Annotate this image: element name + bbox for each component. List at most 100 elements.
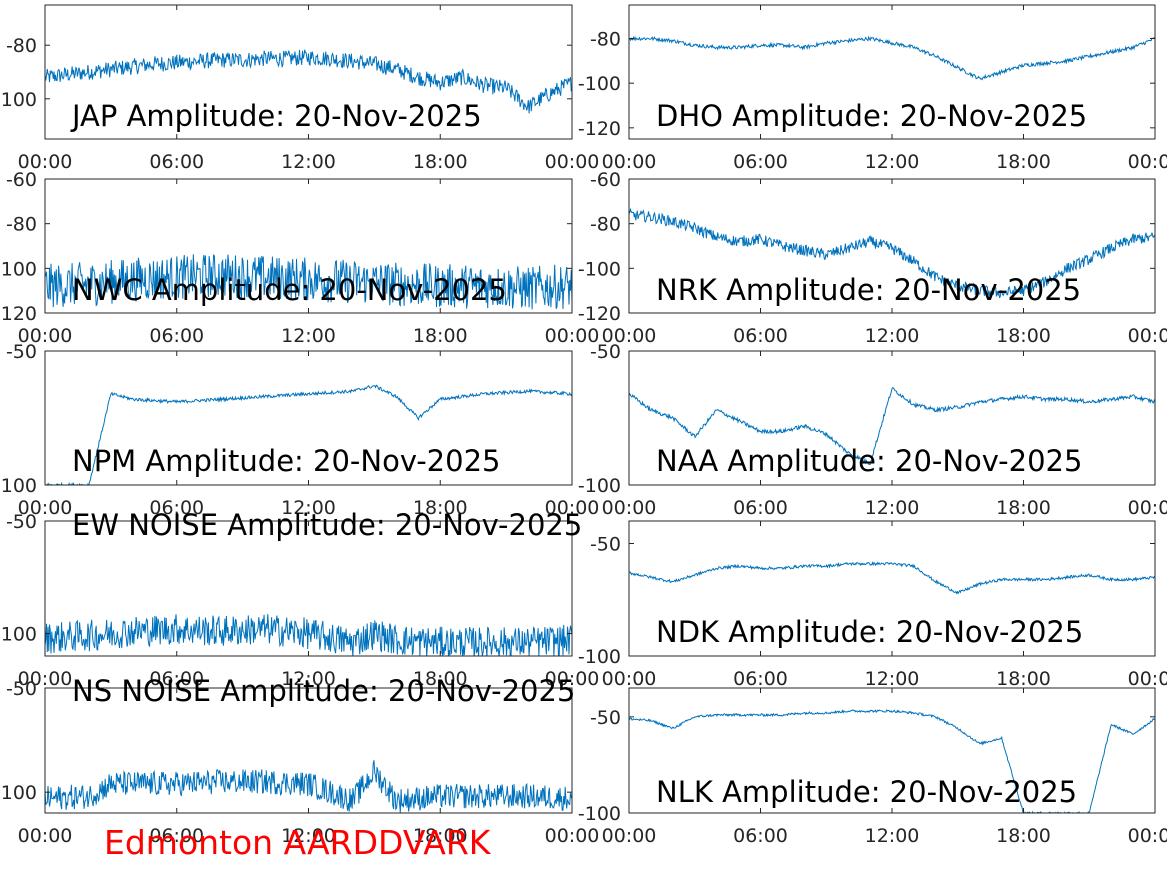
panel-title: EW NOISE Amplitude: 20-Nov-2025: [72, 508, 582, 542]
x-tick-label: 18:00: [996, 325, 1051, 347]
y-tick-label: -50: [590, 534, 621, 556]
x-tick-label: 18:00: [413, 497, 468, 519]
trace-line: [629, 35, 1155, 81]
trace-line: [45, 760, 572, 813]
x-tick-label: 18:00: [996, 151, 1051, 173]
y-tick-label: -100: [578, 475, 621, 497]
x-tick-label: 00:00: [1128, 325, 1167, 347]
panel-6: 00:00 06:00 12:00 18:00 00:00 -50 -100 NAA Ampl…: [578, 341, 1167, 519]
panel-title: NDK Amplitude: 20-Nov-2025: [656, 615, 1083, 649]
x-tick-label: 00:00: [18, 497, 73, 519]
x-tick-label: 00:00: [602, 325, 657, 347]
x-tick-label: 06:00: [733, 497, 788, 519]
y-tick-label: -80: [590, 29, 621, 51]
y-tick-label: -100: [578, 73, 621, 95]
x-tick-label: 00:00: [545, 151, 600, 173]
panel-4: 00:00 06:00 12:00 18:00 00:00 -60 -80 -100 -120 N…: [578, 169, 1167, 347]
trace-line: [45, 614, 572, 656]
y-tick-label: -120: [578, 303, 621, 325]
x-tick-label: 06:00: [733, 668, 788, 690]
x-tick-label: 12:00: [865, 825, 920, 847]
y-tick-label: -60: [590, 169, 621, 191]
x-tick-label: 06:00: [149, 668, 204, 690]
y-tick-label: -50: [590, 707, 621, 729]
trace-line: [45, 49, 572, 114]
y-tick-label: -120: [578, 118, 621, 140]
x-tick-label: 18:00: [996, 825, 1051, 847]
panel-title: NWC Amplitude: 20-Nov-2025: [72, 273, 507, 307]
x-tick-label: 00:00: [18, 151, 73, 173]
panel-title: DHO Amplitude: 20-Nov-2025: [656, 99, 1087, 133]
y-tick-label: -60: [6, 169, 37, 191]
x-tick-label: 00:00: [545, 325, 600, 347]
y-tick-label: -100: [0, 624, 37, 646]
x-tick-label: 00:00: [545, 825, 600, 847]
x-tick-label: 00:00: [1128, 825, 1167, 847]
x-tick-label: 06:00: [733, 825, 788, 847]
y-tick-label: -100: [0, 475, 37, 497]
x-tick-label: 18:00: [413, 825, 468, 847]
x-tick-label: 00:00: [18, 825, 73, 847]
x-tick-label: 00:00: [18, 668, 73, 690]
x-tick-label: 06:00: [149, 497, 204, 519]
panel-title: NS NOISE Amplitude: 20-Nov-2025: [72, 674, 575, 708]
x-tick-label: 00:00: [545, 668, 600, 690]
trace-line: [629, 561, 1155, 595]
y-tick-label: -50: [6, 341, 37, 363]
y-tick-label: -100: [0, 89, 37, 111]
panel-title: NRK Amplitude: 20-Nov-2025: [656, 273, 1081, 307]
x-tick-label: 12:00: [865, 497, 920, 519]
x-tick-label: 12:00: [865, 151, 920, 173]
panel-1: 00:00 06:00 12:00 18:00 00:00 -80 -100 JAP Ampl…: [0, 4, 600, 173]
y-tick-label: -50: [590, 341, 621, 363]
x-tick-label: 00:00: [602, 497, 657, 519]
panel-9: 00:00 06:00 12:00 18:00 00:00 -50 -100 NS NOISE…: [0, 674, 599, 847]
y-tick-label: -100: [0, 258, 37, 280]
trace-line: [629, 207, 1155, 299]
x-tick-label: 18:00: [996, 497, 1051, 519]
y-tick-label: -50: [6, 678, 37, 700]
x-tick-label: 18:00: [996, 668, 1051, 690]
y-tick-label: -80: [590, 214, 621, 236]
panel-8: 00:00 06:00 12:00 18:00 00:00 -50 -100 NDK Ampl…: [578, 520, 1167, 690]
y-tick-label: -100: [0, 782, 37, 804]
x-tick-label: 12:00: [865, 325, 920, 347]
x-tick-label: 12:00: [281, 325, 336, 347]
trace-line: [629, 386, 1155, 466]
y-tick-label: -80: [6, 214, 37, 236]
panel-title: NLK Amplitude: 20-Nov-2025: [656, 775, 1077, 809]
y-tick-label: -120: [0, 303, 37, 325]
x-tick-label: 00:00: [602, 668, 657, 690]
x-tick-label: 12:00: [865, 668, 920, 690]
x-tick-label: 00:00: [1128, 497, 1167, 519]
y-tick-label: -80: [6, 35, 37, 57]
x-tick-label: 00:00: [545, 497, 600, 519]
x-tick-label: 12:00: [281, 825, 336, 847]
panel-5: 00:00 06:00 12:00 18:00 00:00 -50 -100 NPM Ampl…: [0, 341, 599, 519]
y-tick-label: -100: [578, 646, 621, 668]
x-tick-label: 00:00: [18, 325, 73, 347]
panel-2: 00:00 06:00 12:00 18:00 00:00 -80 -100 -120 DHO …: [578, 4, 1167, 173]
x-tick-label: 12:00: [281, 497, 336, 519]
x-tick-label: 00:00: [602, 825, 657, 847]
x-tick-label: 06:00: [149, 825, 204, 847]
panel-7: 00:00 06:00 12:00 18:00 00:00 -50 -100 EW NOISE…: [0, 508, 599, 690]
y-tick-label: -100: [578, 803, 621, 825]
panel-title: NPM Amplitude: 20-Nov-2025: [72, 444, 500, 478]
x-tick-label: 18:00: [413, 325, 468, 347]
x-tick-label: 06:00: [149, 151, 204, 173]
panel-title: JAP Amplitude: 20-Nov-2025: [70, 99, 482, 133]
x-tick-label: 12:00: [281, 151, 336, 173]
y-tick-label: -100: [578, 258, 621, 280]
trace-line: [45, 254, 572, 310]
x-tick-label: 12:00: [281, 668, 336, 690]
trace-line: [45, 384, 572, 485]
x-tick-label: 00:00: [1128, 151, 1167, 173]
y-tick-label: -50: [6, 511, 37, 533]
panel-10: 00:00 06:00 12:00 18:00 00:00 -50 -100 NLK Ampl…: [578, 687, 1167, 847]
station-label: Edmonton AARDDVARK: [104, 823, 491, 862]
x-tick-label: 00:00: [1128, 668, 1167, 690]
panel-title: NAA Amplitude: 20-Nov-2025: [656, 444, 1082, 478]
x-tick-label: 18:00: [413, 668, 468, 690]
